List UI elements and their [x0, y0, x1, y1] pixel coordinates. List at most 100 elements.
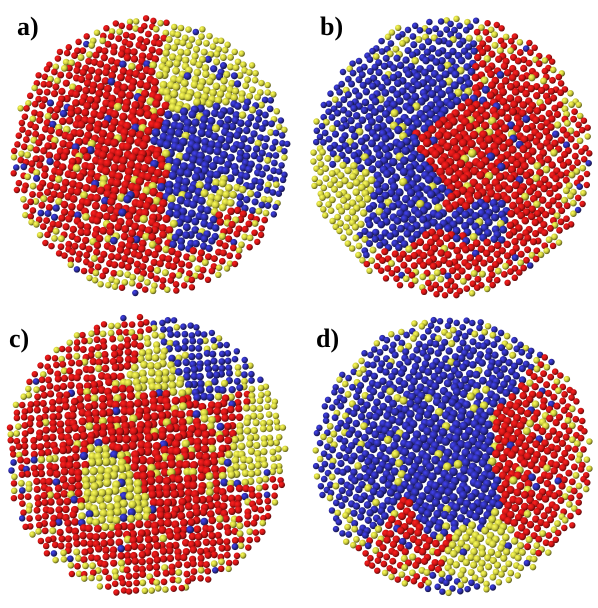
atom-sphere-red [59, 360, 67, 368]
atom-sphere-yellow [388, 260, 395, 267]
atom-sphere-yellow [576, 451, 584, 459]
atom-sphere-blue [426, 64, 435, 73]
atom-sphere-red [45, 204, 53, 212]
atom-sphere-blue [459, 421, 469, 431]
atom-sphere-yellow [505, 343, 513, 351]
atom-sphere-blue [189, 200, 198, 209]
atom-sphere-yellow [185, 42, 193, 50]
atom-sphere-red [511, 504, 520, 512]
atom-sphere-yellow [478, 559, 486, 567]
atom-sphere-yellow [172, 66, 180, 75]
atom-sphere-yellow [134, 383, 143, 393]
atom-sphere-red [545, 201, 553, 209]
atom-sphere-red [178, 497, 187, 507]
atom-sphere-red [552, 435, 561, 444]
atom-sphere-blue [384, 462, 393, 472]
atom-sphere-yellow [554, 121, 562, 129]
atom-sphere-red [106, 538, 115, 547]
atom-sphere-red [186, 409, 195, 418]
atom-sphere-red [79, 243, 87, 251]
atom-sphere-red [525, 59, 533, 67]
atom-sphere-red [223, 544, 231, 552]
atom-sphere-blue [217, 111, 226, 120]
atom-sphere-red [140, 163, 150, 173]
atom-sphere-red [38, 449, 46, 458]
atom-sphere-blue [404, 26, 412, 34]
atom-sphere-red [110, 269, 118, 277]
atom-sphere-red [515, 438, 524, 448]
atom-sphere-red [231, 537, 239, 544]
atom-sphere-red [520, 459, 529, 468]
atom-sphere-yellow [336, 376, 343, 383]
atom-sphere-red [545, 532, 553, 539]
atom-sphere-red [488, 81, 496, 90]
atom-sphere-yellow [352, 362, 359, 370]
atom-sphere-red [213, 501, 222, 509]
atom-sphere-red [118, 261, 126, 269]
atom-sphere-red [107, 33, 115, 41]
atom-sphere-red [443, 281, 451, 289]
atom-sphere-red [108, 244, 116, 253]
atom-sphere-red [560, 406, 568, 414]
atom-sphere-yellow [260, 448, 268, 456]
atom-sphere-yellow [256, 412, 264, 420]
atom-sphere-yellow [246, 528, 254, 536]
atom-sphere-blue [390, 64, 398, 72]
atom-sphere-blue [484, 218, 493, 227]
atom-sphere-yellow [570, 199, 577, 207]
atom-sphere-blue [467, 492, 476, 502]
atom-sphere-red [520, 56, 528, 64]
atom-sphere-blue [228, 122, 237, 131]
atom-sphere-yellow [483, 55, 492, 63]
atom-sphere-red [540, 221, 548, 229]
atom-sphere-red [126, 23, 133, 31]
atom-sphere-red [84, 393, 93, 402]
atom-sphere-yellow [112, 516, 121, 525]
atom-sphere-yellow [533, 356, 540, 364]
atom-sphere-blue [195, 344, 203, 352]
atom-sphere-yellow [159, 352, 167, 361]
atom-sphere-yellow [321, 212, 329, 219]
atom-sphere-blue [171, 113, 181, 122]
atom-sphere-blue [432, 340, 440, 348]
atom-sphere-blue [367, 494, 375, 503]
atom-sphere-red [160, 578, 168, 586]
atom-sphere-yellow [77, 54, 85, 61]
atom-sphere-blue [340, 96, 348, 104]
atom-sphere-red [114, 529, 123, 538]
atom-sphere-blue [468, 579, 475, 587]
atom-sphere-red [228, 220, 236, 229]
atom-sphere-yellow [355, 251, 362, 259]
atom-sphere-red [18, 119, 26, 127]
atom-sphere-yellow [498, 571, 505, 578]
atom-sphere-blue [312, 462, 320, 470]
atom-sphere-blue [496, 71, 505, 79]
atom-sphere-yellow [238, 111, 247, 119]
atom-sphere-red [155, 404, 165, 413]
atom-sphere-yellow [543, 363, 551, 371]
atom-sphere-red [81, 548, 89, 556]
atom-sphere-red [50, 90, 59, 98]
atom-sphere-red [405, 516, 414, 525]
atom-sphere-red [197, 273, 205, 280]
atom-sphere-yellow [142, 232, 151, 241]
atom-sphere-red [579, 200, 586, 208]
atom-sphere-red [570, 487, 578, 495]
atom-sphere-red [37, 469, 46, 478]
atom-sphere-blue [210, 357, 218, 365]
atom-sphere-red [197, 472, 206, 482]
atom-sphere-red [491, 122, 500, 131]
atom-sphere-blue [350, 132, 359, 141]
atom-sphere-yellow [234, 369, 242, 377]
atom-sphere-blue [209, 215, 218, 224]
atom-sphere-red [510, 519, 519, 527]
atom-sphere-yellow [161, 368, 170, 377]
atom-sphere-red [206, 510, 215, 519]
atom-sphere-blue [210, 337, 217, 344]
atom-sphere-blue [410, 488, 420, 497]
atom-sphere-yellow [261, 461, 269, 469]
atom-sphere-yellow [128, 62, 136, 71]
atom-sphere-red [557, 136, 565, 144]
atom-sphere-yellow [311, 175, 319, 183]
atom-sphere-blue [457, 354, 466, 362]
